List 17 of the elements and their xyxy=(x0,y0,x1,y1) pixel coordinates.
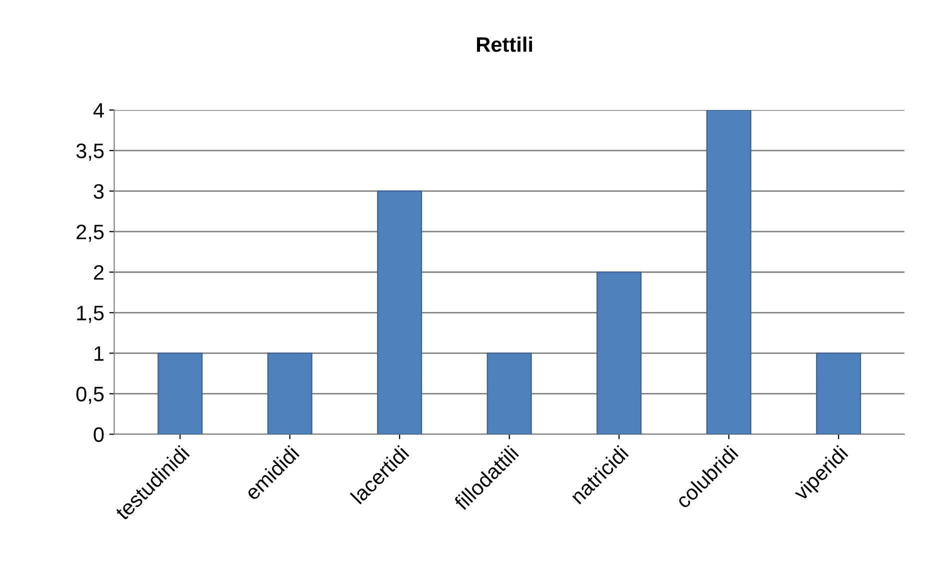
bar xyxy=(816,352,862,434)
y-tick-label: 1 xyxy=(94,346,104,361)
chart-title: Rettili xyxy=(477,36,532,52)
y-tick-label: 1,5 xyxy=(77,306,104,323)
bar xyxy=(158,352,203,434)
y-tick-label: 3,5 xyxy=(76,144,104,161)
bar xyxy=(377,190,422,434)
y-tick-label: 4 xyxy=(93,103,104,118)
y-tick-label: 2,5 xyxy=(76,224,104,242)
bar xyxy=(486,352,532,434)
y-tick-label: 0,5 xyxy=(76,386,104,404)
bar xyxy=(706,110,752,434)
bar xyxy=(267,352,312,434)
y-tick-label: 2 xyxy=(94,265,104,280)
y-tick-label: 3 xyxy=(94,184,104,199)
y-tick-label: 0 xyxy=(94,427,104,442)
bar xyxy=(596,272,642,434)
